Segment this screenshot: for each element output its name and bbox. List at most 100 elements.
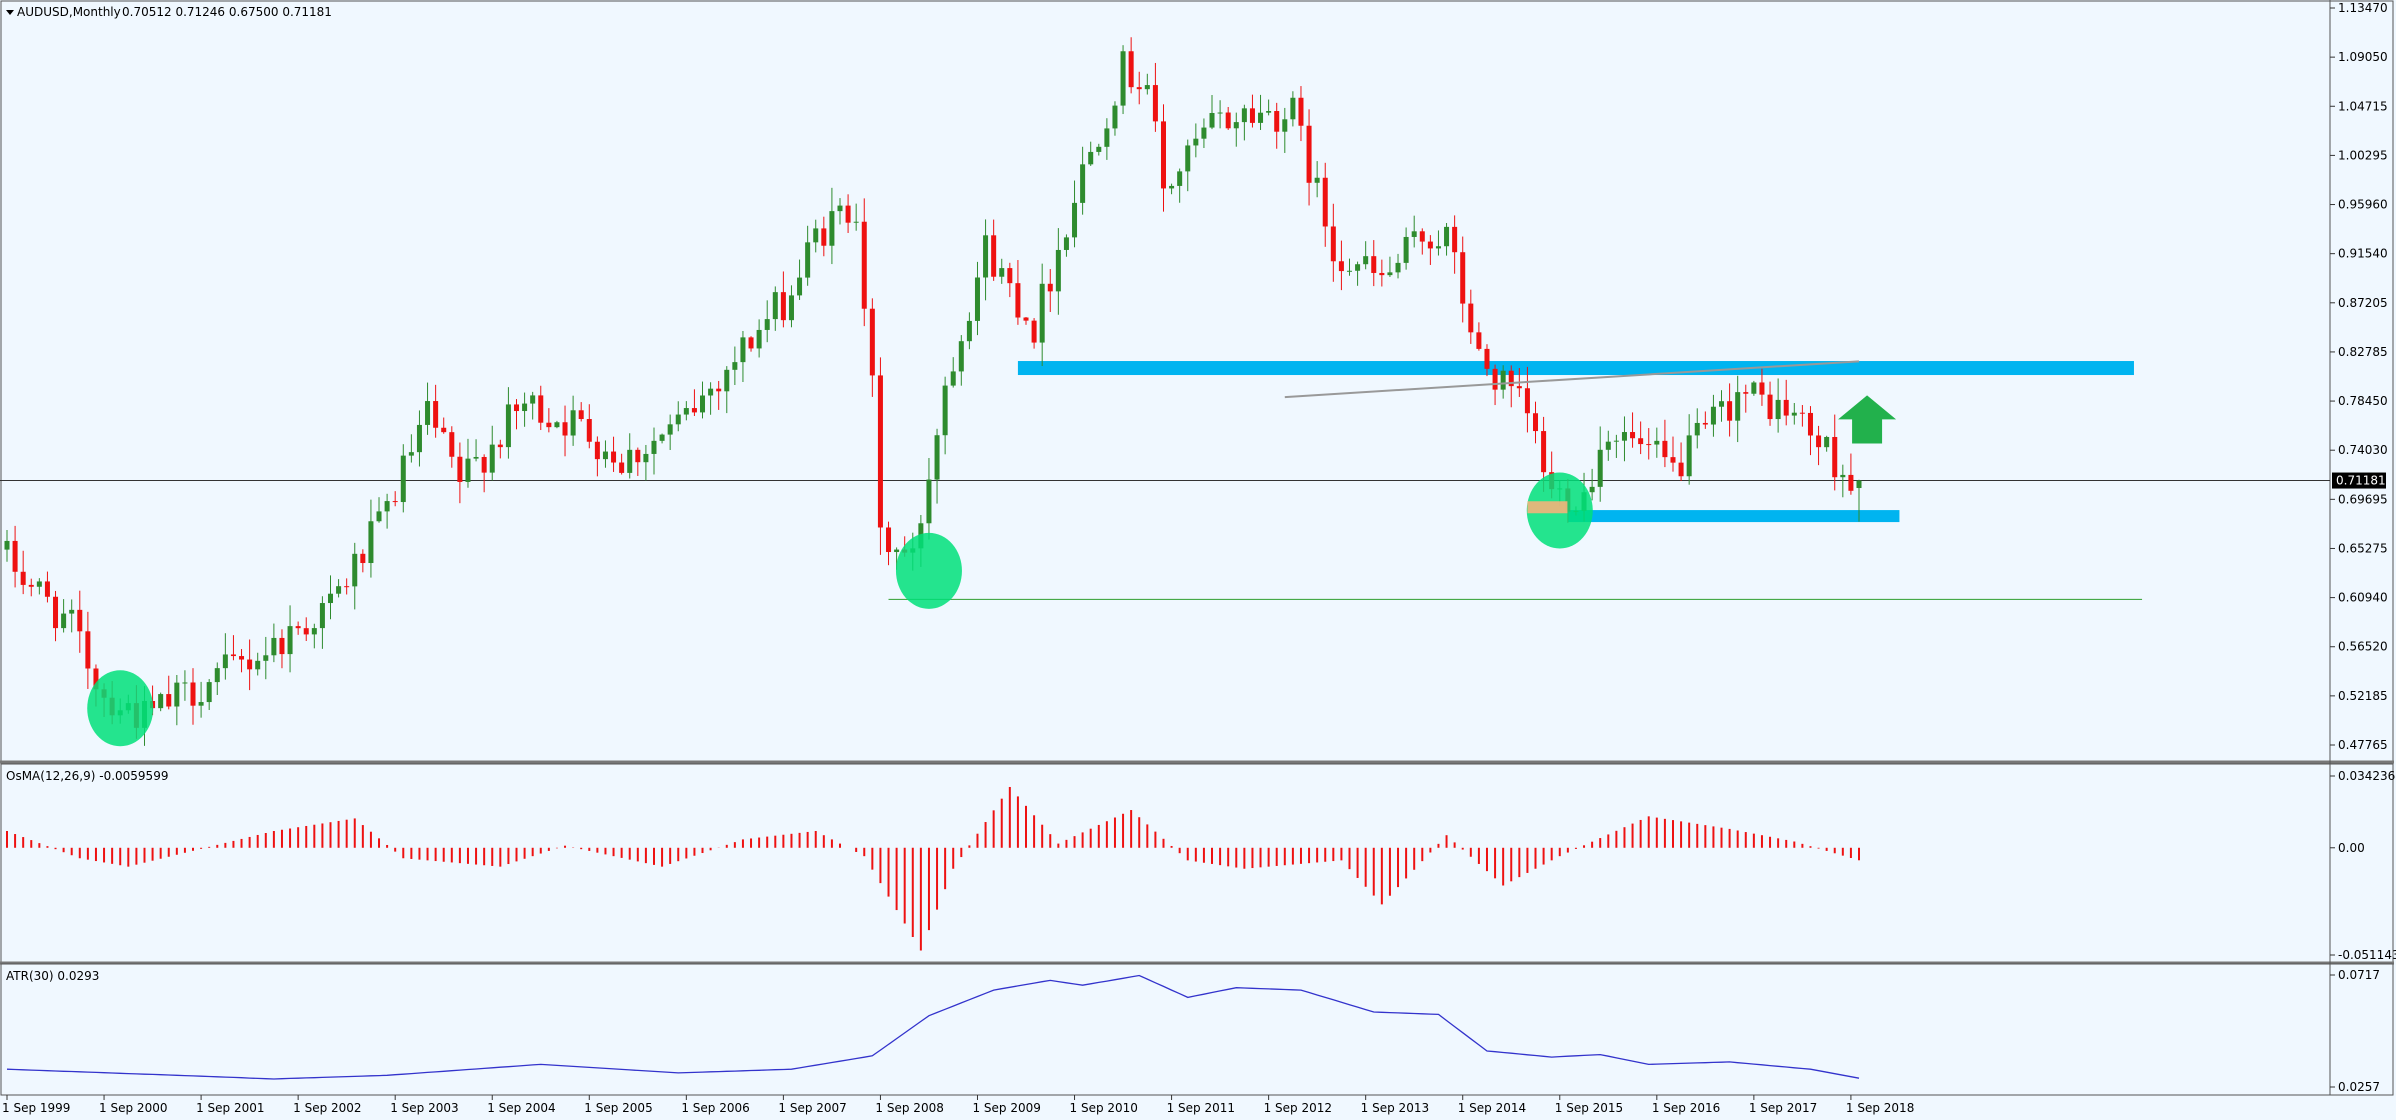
candle-body xyxy=(1694,422,1700,436)
candle-body xyxy=(780,292,786,321)
candle-body xyxy=(489,444,495,473)
support-zone xyxy=(1567,510,1900,523)
candle-body xyxy=(1177,171,1183,186)
candle-2013-04 xyxy=(1322,162,1328,247)
candle-body xyxy=(1492,368,1498,390)
price-tick-label: 1.13470 xyxy=(2338,1,2388,15)
candle-2003-08 xyxy=(384,493,390,529)
candle-2014-09 xyxy=(1460,236,1466,323)
ohlc-values: 0.70512 0.71246 0.67500 0.71181 xyxy=(122,5,332,19)
candle-body xyxy=(1403,236,1409,263)
candle-2012-01 xyxy=(1201,118,1207,149)
candle-body xyxy=(1120,51,1126,106)
candle-body xyxy=(659,434,665,441)
candle-2014-10 xyxy=(1468,289,1474,344)
candle-2017-04 xyxy=(1710,394,1716,437)
candle-2010-06 xyxy=(1047,269,1053,312)
candle-2003-09 xyxy=(392,491,398,507)
main-panel-frame xyxy=(0,0,2394,763)
time-tick-label: 1 Sep 2011 xyxy=(1167,1101,1235,1115)
candle-body xyxy=(255,660,261,670)
candle-body xyxy=(1630,432,1636,439)
candle-body xyxy=(505,404,511,448)
candle-body xyxy=(174,682,180,707)
candle-2005-08 xyxy=(578,402,584,422)
candle-body xyxy=(853,221,859,223)
candle-body xyxy=(1613,440,1619,442)
candle-2003-02 xyxy=(336,579,342,598)
atr-label: ATR(30) 0.0293 xyxy=(6,969,99,983)
candle-body xyxy=(1508,370,1514,387)
candle-2001-10 xyxy=(206,679,212,711)
candle-2004-05 xyxy=(457,442,463,504)
candle-body xyxy=(1605,441,1611,450)
candle-2007-09 xyxy=(780,271,786,328)
candle-body xyxy=(1807,412,1813,436)
candle-body xyxy=(85,631,91,669)
candle-2014-04 xyxy=(1419,228,1425,255)
candle-body xyxy=(1363,256,1369,265)
annotations xyxy=(87,360,1897,747)
candle-body xyxy=(1274,111,1280,132)
candle-body xyxy=(611,451,617,463)
current-price-tag xyxy=(2332,472,2386,489)
candle-body xyxy=(1452,226,1458,253)
candle-2002-11 xyxy=(311,623,317,649)
candle-1999-12 xyxy=(28,578,34,597)
candle-body xyxy=(991,235,997,277)
candle-body xyxy=(28,584,34,587)
candle-2012-06 xyxy=(1241,104,1247,141)
candle-2005-03 xyxy=(538,385,544,431)
candle-body xyxy=(1193,138,1199,146)
candle-body xyxy=(1444,226,1450,247)
candle-2010-07 xyxy=(1055,228,1061,315)
chart-header: AUDUSD,Monthly 0.70512 0.71246 0.67500 0… xyxy=(6,5,332,19)
candle-2004-07 xyxy=(473,439,479,462)
candle-body xyxy=(829,211,835,246)
candle-2008-10 xyxy=(886,521,892,566)
candle-2002-03 xyxy=(247,639,253,691)
candle-body xyxy=(441,427,447,433)
candle-2004-10 xyxy=(497,439,503,459)
candle-2001-05 xyxy=(166,675,172,710)
time-tick-label: 1 Sep 2009 xyxy=(972,1101,1040,1115)
candle-2005-09 xyxy=(586,404,592,449)
candle-body xyxy=(974,277,980,321)
candle-2014-11 xyxy=(1476,322,1482,351)
time-tick-label: 1 Sep 2015 xyxy=(1555,1101,1623,1115)
candle-body xyxy=(1727,401,1733,421)
candle-2013-12 xyxy=(1387,256,1393,277)
candle-body xyxy=(764,319,770,330)
candle-2005-07 xyxy=(570,395,576,446)
candle-2003-12 xyxy=(416,410,422,467)
candle-body xyxy=(594,441,600,460)
candle-body xyxy=(700,395,706,413)
candle-body xyxy=(1096,146,1102,152)
candle-body xyxy=(1047,283,1053,292)
candle-body xyxy=(950,371,956,386)
candle-body xyxy=(837,205,843,212)
candle-body xyxy=(522,403,528,412)
candle-body xyxy=(400,455,406,503)
candle-2011-12 xyxy=(1193,123,1199,158)
candle-2003-05 xyxy=(360,549,366,573)
candle-2018-08 xyxy=(1840,464,1846,498)
symbol-dropdown-icon[interactable] xyxy=(6,10,14,15)
candle-2013-09 xyxy=(1363,241,1369,270)
candle-2016-05 xyxy=(1621,416,1627,462)
candle-body xyxy=(1516,386,1522,389)
candle-2017-11 xyxy=(1767,381,1773,426)
price-tick-label: 1.09050 xyxy=(2338,50,2388,64)
candle-body xyxy=(158,694,164,709)
candle-body xyxy=(894,549,900,553)
candle-body xyxy=(287,626,293,655)
candle-2015-02 xyxy=(1500,365,1506,399)
candle-body xyxy=(732,362,738,370)
candle-2014-07 xyxy=(1444,223,1450,256)
candle-2012-05 xyxy=(1233,112,1239,147)
candle-2005-02 xyxy=(530,391,536,420)
candle-2016-09 xyxy=(1654,427,1660,458)
candle-body xyxy=(530,395,536,404)
